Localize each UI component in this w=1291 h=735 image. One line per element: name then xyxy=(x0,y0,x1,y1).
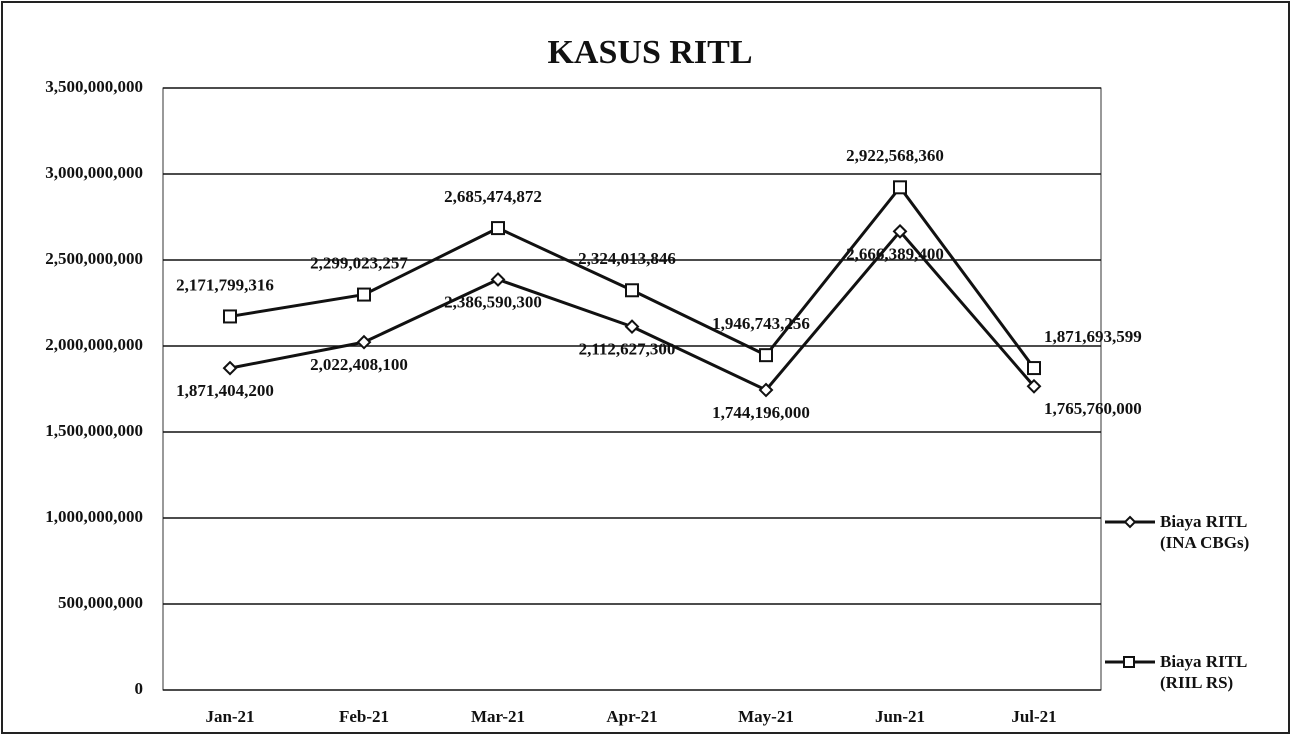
plot-area xyxy=(162,87,1102,691)
data-label: 2,171,799,316 xyxy=(176,275,274,294)
marker xyxy=(1026,378,1042,394)
y-tick-label: 3,000,000,000 xyxy=(45,163,143,182)
data-label: 1,871,404,200 xyxy=(176,381,274,400)
data-label: 2,685,474,872 xyxy=(444,187,542,206)
marker xyxy=(223,309,237,324)
data-label: 1,744,196,000 xyxy=(712,403,810,422)
marker xyxy=(758,382,774,398)
marker xyxy=(356,334,372,350)
marker xyxy=(625,283,639,298)
x-tick-label: Jun-21 xyxy=(875,707,925,726)
marker xyxy=(357,287,371,302)
y-tick-label: 1,500,000,000 xyxy=(45,421,143,440)
x-tick-label: May-21 xyxy=(738,707,794,726)
y-tick-label: 1,000,000,000 xyxy=(45,507,143,526)
data-label: 2,299,023,257 xyxy=(310,253,408,272)
x-tick-label: Mar-21 xyxy=(471,707,525,726)
data-label: 1,871,693,599 xyxy=(1044,327,1142,346)
marker xyxy=(893,180,907,195)
data-label: 2,922,568,360 xyxy=(846,146,944,165)
x-tick-label: Apr-21 xyxy=(606,707,657,726)
data-label: 2,386,590,300 xyxy=(444,292,542,311)
y-tick-label: 2,000,000,000 xyxy=(45,335,143,354)
chart-title: KASUS RITL xyxy=(547,34,752,71)
y-tick-label: 3,500,000,000 xyxy=(45,77,143,96)
y-tick-label: 500,000,000 xyxy=(58,593,143,612)
marker xyxy=(491,221,505,236)
y-tick-label: 2,500,000,000 xyxy=(45,249,143,268)
marker xyxy=(759,348,773,363)
y-tick-label: 0 xyxy=(135,679,144,698)
marker xyxy=(490,272,506,287)
data-label: 2,666,389,400 xyxy=(846,244,944,263)
x-tick-label: Feb-21 xyxy=(339,707,389,726)
marker xyxy=(1027,361,1041,376)
legend-label: Biaya RITL (RIIL RS) xyxy=(1160,652,1247,692)
marker xyxy=(624,319,640,335)
legend-marker xyxy=(1123,656,1135,668)
data-label: 1,765,760,000 xyxy=(1044,399,1142,418)
x-tick-label: Jul-21 xyxy=(1011,707,1056,726)
marker xyxy=(222,360,238,376)
legend-label: Biaya RITL (INA CBGs) xyxy=(1160,512,1250,552)
marker xyxy=(892,223,908,239)
legend-marker xyxy=(1123,515,1137,529)
data-label: 2,324,013,846 xyxy=(578,249,676,268)
x-tick-label: Jan-21 xyxy=(205,707,254,726)
data-label: 2,022,408,100 xyxy=(310,355,408,374)
data-label: 1,946,743,256 xyxy=(712,314,810,333)
data-label: 2,112,627,300 xyxy=(579,340,676,359)
